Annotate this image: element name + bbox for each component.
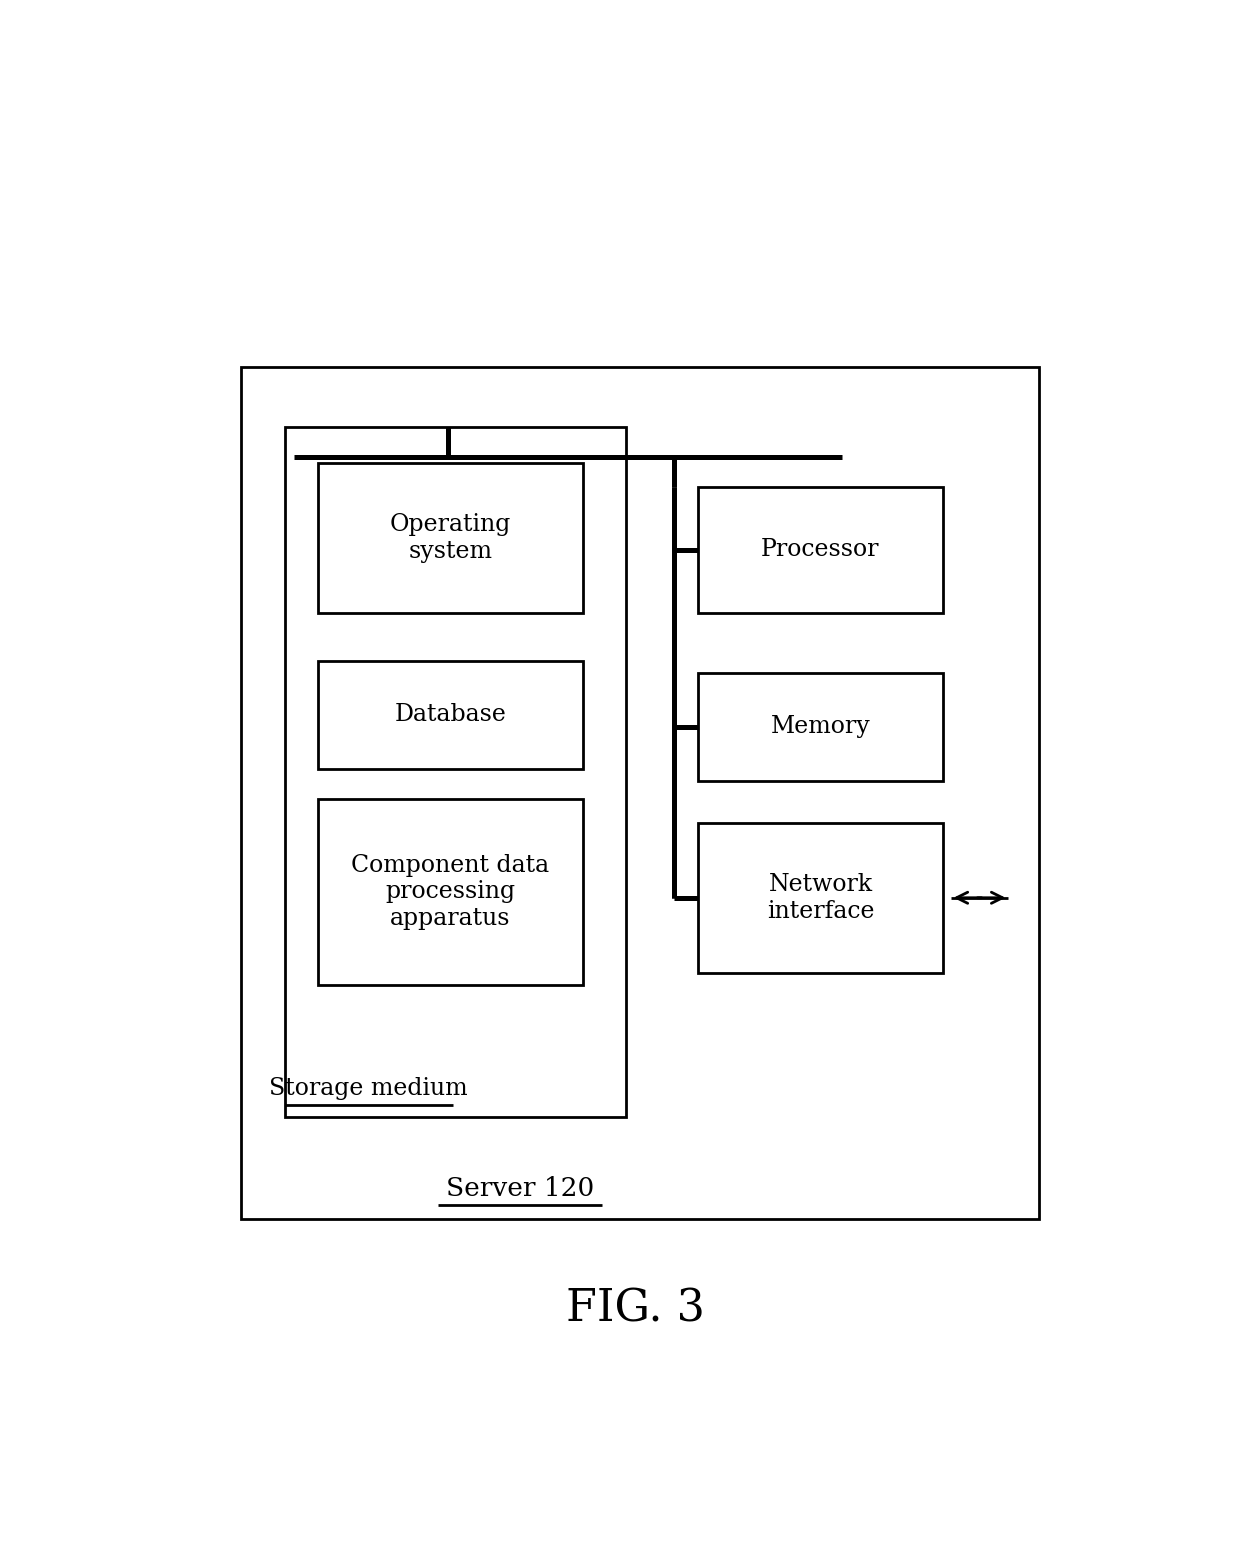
Text: Server 120: Server 120: [446, 1176, 594, 1201]
Bar: [319, 661, 583, 768]
Text: Component data
processing
apparatus: Component data processing apparatus: [351, 854, 549, 930]
Text: Network
interface: Network interface: [766, 872, 874, 922]
Text: Database: Database: [394, 703, 506, 726]
Bar: [319, 799, 583, 985]
Bar: [698, 486, 942, 612]
Text: Processor: Processor: [761, 539, 879, 561]
Bar: [319, 463, 583, 612]
Bar: [698, 823, 942, 972]
Text: Operating
system: Operating system: [389, 513, 511, 562]
Bar: [242, 368, 1039, 1218]
Text: Storage medium: Storage medium: [269, 1077, 467, 1100]
Text: FIG. 3: FIG. 3: [567, 1287, 704, 1331]
Bar: [698, 673, 942, 781]
Bar: [285, 427, 626, 1117]
Text: Memory: Memory: [770, 715, 870, 738]
